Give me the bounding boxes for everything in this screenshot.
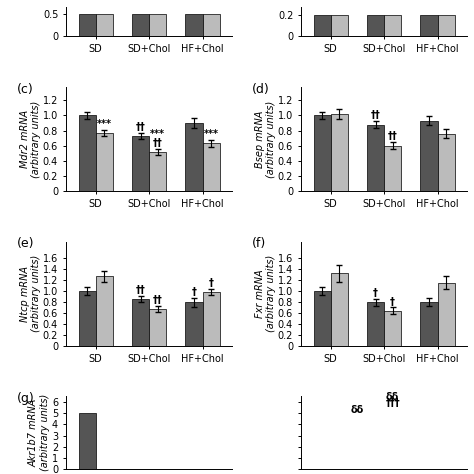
Bar [384,146,401,191]
Bar [420,302,438,346]
Y-axis label: Bsep mRNA
(arbitrary units): Bsep mRNA (arbitrary units) [255,100,276,178]
Bar [149,14,166,36]
Text: †: † [390,297,395,307]
Bar [132,299,149,346]
Bar [79,14,96,36]
Y-axis label: Ntcp mRNA
(arbitrary units): Ntcp mRNA (arbitrary units) [19,255,41,332]
Bar [149,309,166,346]
Bar [438,16,455,36]
Text: ††: †† [136,285,146,295]
Text: ††: †† [388,131,398,141]
Bar [331,114,348,191]
Text: †: † [209,278,213,289]
Text: (g): (g) [17,392,35,405]
Bar [96,276,113,346]
Bar [202,144,219,191]
Bar [202,292,219,346]
Text: ††: †† [153,295,163,305]
Text: †††: ††† [385,398,400,408]
Bar [79,413,96,469]
Text: (d): (d) [252,82,270,96]
Bar [314,16,331,36]
Bar [367,302,384,346]
Text: ***
††: *** †† [150,129,165,147]
Bar [132,136,149,191]
Bar [420,121,438,191]
Bar [185,123,202,191]
Bar [149,152,166,191]
Text: ††: †† [136,122,146,132]
Bar [314,291,331,346]
Text: ††: †† [371,109,381,119]
Text: ***: *** [203,128,219,138]
Bar [367,125,384,191]
Y-axis label: Fxr mRNA
(arbitrary units): Fxr mRNA (arbitrary units) [255,255,276,332]
Bar [79,291,96,346]
Text: †: † [191,287,196,297]
Text: δδ: δδ [351,405,364,415]
Bar [384,310,401,346]
Bar [384,16,401,36]
Bar [132,14,149,36]
Y-axis label: Akr1b7 mRNA
(arbitrary units): Akr1b7 mRNA (arbitrary units) [29,394,50,472]
Bar [367,16,384,36]
Bar [96,133,113,191]
Bar [96,14,113,36]
Text: (f): (f) [252,237,266,250]
Y-axis label: Mdr2 mRNA
(arbitrary units): Mdr2 mRNA (arbitrary units) [19,100,41,178]
Bar [79,116,96,191]
Bar [185,302,202,346]
Bar [314,116,331,191]
Bar [185,14,202,36]
Bar [202,14,219,36]
Text: ***: *** [97,118,112,129]
Bar [438,283,455,346]
Bar [420,16,438,36]
Text: (c): (c) [17,82,34,96]
Bar [438,134,455,191]
Bar [331,16,348,36]
Text: †: † [373,288,378,298]
Text: (e): (e) [17,237,34,250]
Text: δδ: δδ [386,392,399,402]
Bar [331,273,348,346]
